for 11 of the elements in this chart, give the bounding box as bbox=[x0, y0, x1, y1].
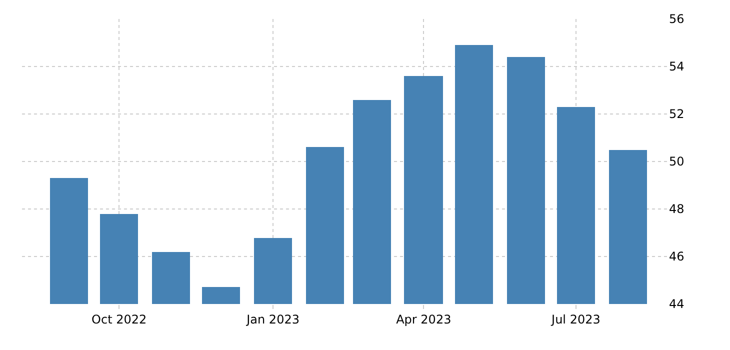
x-tick-label: Jul 2023 bbox=[550, 312, 600, 326]
x-tick-label: Jan 2023 bbox=[246, 312, 300, 326]
x-tick-label: Oct 2022 bbox=[92, 312, 147, 326]
y-tick-label: 56 bbox=[669, 12, 684, 26]
y-tick-label: 52 bbox=[669, 107, 684, 122]
y-tick-label: 44 bbox=[669, 297, 684, 312]
y-tick-label: 46 bbox=[669, 250, 684, 264]
y-tick-label: 54 bbox=[669, 60, 684, 74]
x-tick-label: Apr 2023 bbox=[396, 312, 452, 326]
y-tick-label: 50 bbox=[669, 154, 684, 169]
y-tick-label: 48 bbox=[669, 202, 684, 216]
